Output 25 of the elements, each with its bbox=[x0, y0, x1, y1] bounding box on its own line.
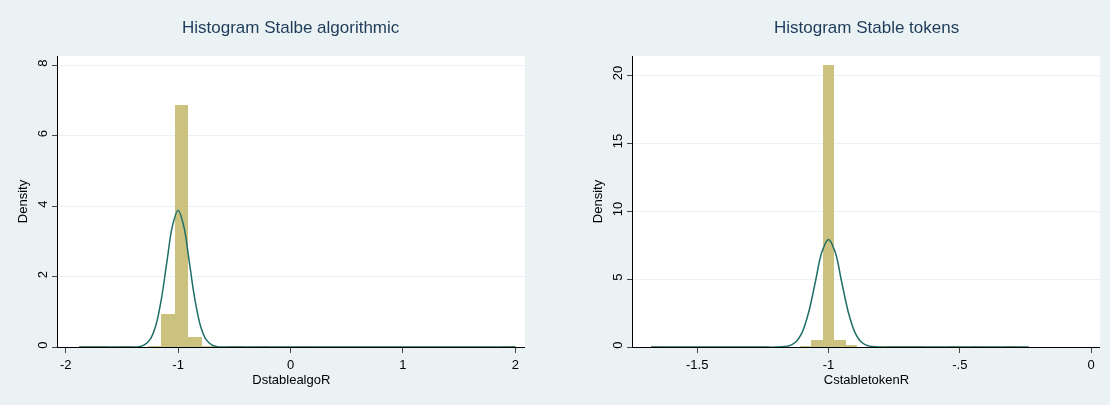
x-tick-label: 1 bbox=[399, 356, 407, 372]
x-tick-label: -2 bbox=[59, 356, 72, 372]
x-tick-label: -1 bbox=[172, 356, 184, 372]
y-axis-title: Density bbox=[14, 179, 30, 224]
y-tick-label: 5 bbox=[609, 273, 625, 281]
x-tick-label: 0 bbox=[286, 356, 295, 372]
x-tick-label: -1.5 bbox=[686, 356, 709, 372]
y-axis-title: Density bbox=[589, 179, 605, 224]
x-axis-title: DstablealgoR bbox=[252, 371, 331, 387]
x-tick-label: -1 bbox=[822, 356, 835, 372]
y-tick-label: 2 bbox=[34, 270, 50, 279]
x-tick-label: 2 bbox=[511, 356, 519, 372]
x-tick-label: 0 bbox=[1087, 356, 1095, 372]
chart-title: Histogram Stable tokens bbox=[774, 18, 960, 37]
y-tick-label: 20 bbox=[609, 65, 625, 81]
y-tick-label: 0 bbox=[609, 341, 625, 349]
y-tick-label: 6 bbox=[34, 130, 50, 138]
y-tick-label: 4 bbox=[34, 200, 50, 208]
y-tick-label: 8 bbox=[34, 59, 50, 67]
y-tick-label: 15 bbox=[609, 133, 625, 149]
y-tick-label: 0 bbox=[34, 341, 50, 349]
x-axis-title: CstabletokenR bbox=[823, 371, 910, 387]
chart-title: Histogram Stalbe algorithmic bbox=[182, 18, 400, 37]
x-tick-label: -.5 bbox=[952, 356, 968, 372]
y-tick-label: 10 bbox=[609, 201, 625, 217]
